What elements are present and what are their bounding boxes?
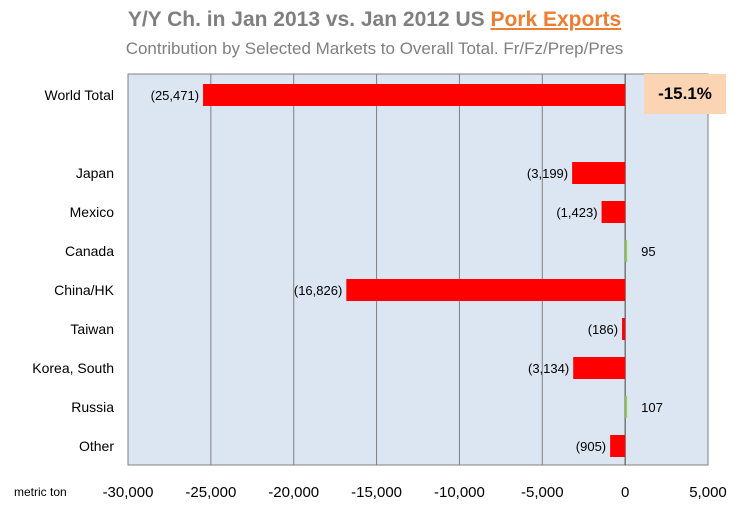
- world-total-change-callout: -15.1%: [644, 74, 726, 114]
- chart-title: Y/Y Ch. in Jan 2013 vs. Jan 2012 US Pork…: [0, 8, 749, 32]
- bar: [625, 396, 628, 418]
- category-label: Korea, South: [32, 360, 114, 376]
- bar: [625, 240, 628, 262]
- category-label: Taiwan: [70, 321, 114, 337]
- category-label: Russia: [71, 399, 114, 415]
- x-tick-label: 0: [621, 484, 629, 501]
- x-tick-label: -30,000: [103, 484, 154, 501]
- x-tick-label: -5,000: [521, 484, 564, 501]
- data-label: 95: [641, 244, 655, 259]
- x-tick-label: -15,000: [351, 484, 402, 501]
- x-tick-label: -25,000: [185, 484, 236, 501]
- labels: World Total (25,471) Japan (3,199) Mexico (1,…: [32, 87, 727, 501]
- data-label: (16,826): [294, 283, 342, 298]
- category-label: Canada: [65, 243, 114, 259]
- category-label: Other: [79, 438, 114, 454]
- x-tick-label: 5,000: [689, 484, 727, 501]
- category-label: Mexico: [70, 204, 115, 220]
- x-tick-label: -20,000: [268, 484, 319, 501]
- data-label: (3,134): [528, 361, 569, 376]
- data-label: (25,471): [151, 88, 199, 103]
- data-label: (186): [588, 322, 618, 337]
- plot-area: [128, 74, 708, 465]
- chart-subtitle: Contribution by Selected Markets to Over…: [125, 39, 624, 58]
- bar: [203, 84, 626, 106]
- chart-title-highlight: Pork Exports: [490, 8, 622, 31]
- category-label: China/HK: [54, 282, 115, 298]
- bar: [610, 435, 626, 457]
- x-tick-label: -10,000: [434, 484, 485, 501]
- bar: [601, 201, 626, 223]
- data-label: 107: [641, 400, 663, 415]
- bar: [346, 279, 626, 301]
- bar: [622, 318, 626, 340]
- chart-title-prefix: Y/Y Ch. in Jan 2013 vs. Jan 2012 US: [127, 8, 491, 31]
- bars: [203, 84, 628, 457]
- data-label: (1,423): [556, 205, 597, 220]
- bar: [572, 162, 626, 184]
- data-label: (3,199): [527, 166, 568, 181]
- category-label: World Total: [44, 87, 114, 103]
- bar: [573, 357, 626, 379]
- category-label: Japan: [76, 165, 114, 181]
- x-axis-label: metric ton: [14, 485, 67, 499]
- grid-lines: [127, 73, 709, 466]
- data-label: (905): [576, 439, 606, 454]
- plot-border: [127, 73, 709, 466]
